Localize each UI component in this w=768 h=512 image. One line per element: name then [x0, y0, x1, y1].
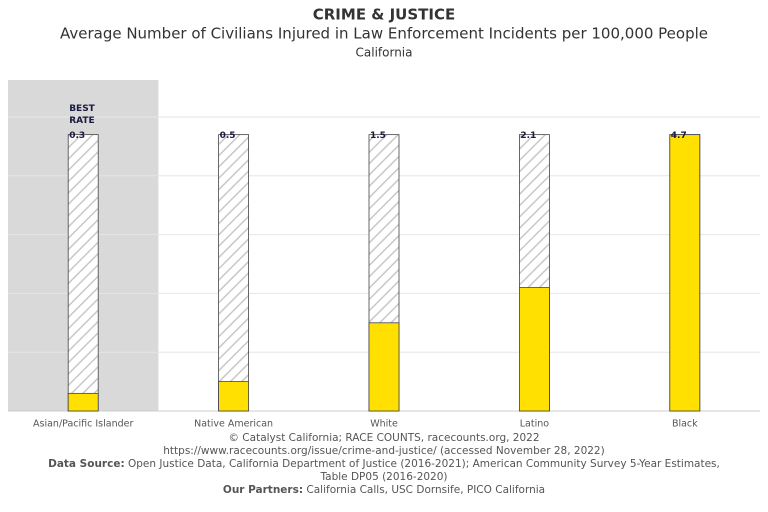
chart-title: CRIME & JUSTICE: [313, 6, 455, 24]
x-tick-label: Native American: [194, 419, 273, 430]
credit: © Catalyst California; RACE COUNTS, race…: [228, 432, 540, 444]
x-tick-label: Latino: [520, 419, 549, 430]
bar: [368, 322, 400, 412]
chart-subtitle: Average Number of Civilians Injured in L…: [60, 25, 708, 43]
bar-background: [218, 134, 250, 412]
partners: Our Partners: California Calls, USC Dorn…: [40, 484, 728, 497]
value-label: 4.7: [671, 131, 687, 141]
footer: © Catalyst California; RACE COUNTS, race…: [40, 432, 728, 497]
bar: [218, 381, 250, 412]
x-tick-label: Asian/Pacific Islander: [33, 419, 133, 430]
value-label: 0.5: [220, 131, 236, 141]
chart: CRIME & JUSTICE Average Number of Civili…: [8, 6, 760, 430]
value-label: 2.1: [520, 131, 536, 141]
location: California: [356, 46, 413, 60]
x-tick-label: Black: [672, 419, 698, 430]
partners-text: California Calls, USC Dornsife, PICO Cal…: [306, 484, 546, 496]
source-label: Data Source:: [48, 458, 125, 470]
bar: [669, 134, 701, 412]
value-label: 0.3: [69, 131, 85, 141]
source-text: Open Justice Data, California Department…: [128, 458, 720, 483]
x-tick-label: White: [370, 419, 398, 430]
partners-label: Our Partners:: [222, 484, 304, 496]
value-label: 1.5: [370, 131, 386, 141]
best-label: BEST RATE: [69, 103, 95, 126]
url: https://www.racecounts.org/issue/crime-a…: [163, 445, 605, 457]
bar: [519, 287, 550, 412]
source: Data Source: Open Justice Data, Californ…: [40, 458, 728, 484]
bar: [67, 392, 99, 412]
bar-background: [67, 134, 99, 412]
